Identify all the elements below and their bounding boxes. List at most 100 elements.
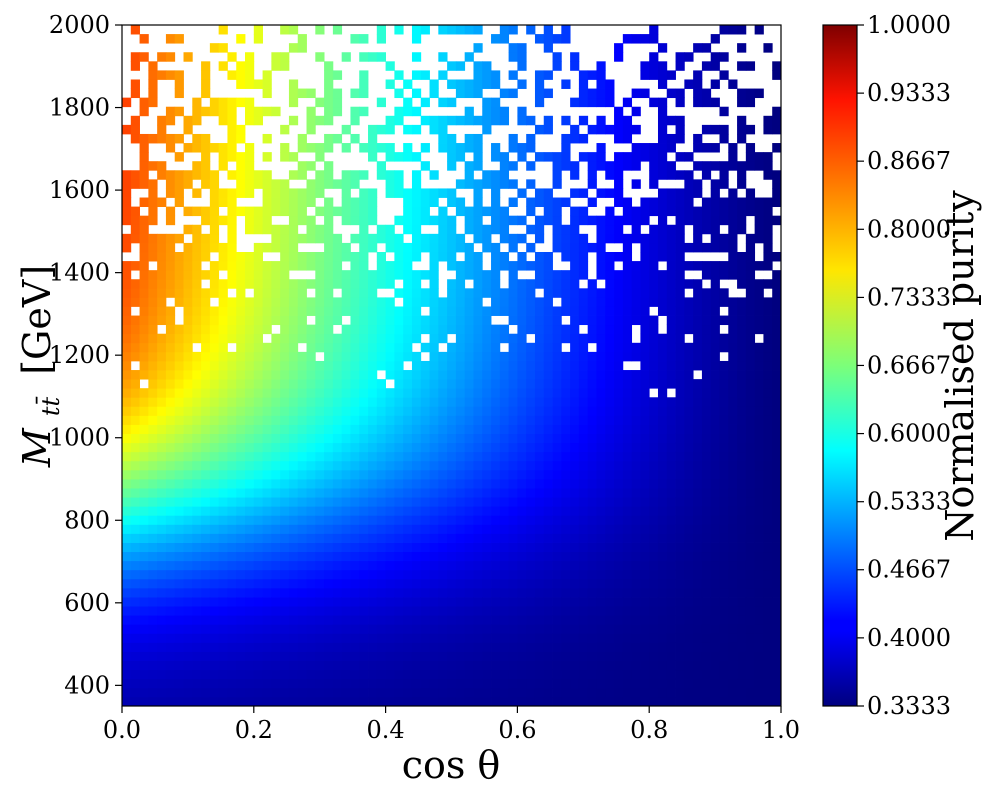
heatmap-cell: [587, 497, 597, 507]
heatmap-cell: [368, 152, 378, 162]
heatmap-cell: [684, 424, 694, 434]
heatmap-cell: [772, 252, 782, 262]
heatmap-cell: [447, 587, 457, 598]
heatmap-cell: [218, 370, 228, 380]
colorbar-ticks: 0.33330.40000.46670.53330.60000.66670.73…: [857, 11, 951, 720]
heatmap-cell: [543, 551, 553, 562]
heatmap-cell: [403, 606, 413, 616]
heatmap-cell: [763, 242, 773, 253]
heatmap-cell: [622, 397, 633, 407]
heatmap-cell: [526, 606, 536, 616]
heatmap-cell: [236, 351, 246, 362]
heatmap-cell: [473, 351, 483, 362]
heatmap-cell: [526, 687, 536, 698]
heatmap-cell: [218, 261, 228, 271]
heatmap-cell: [122, 324, 132, 335]
heatmap-cell: [701, 624, 712, 634]
heatmap-cell: [570, 161, 580, 171]
heatmap-cell: [403, 515, 413, 525]
heatmap-cell: [403, 215, 413, 226]
heatmap-cell: [429, 306, 439, 316]
heatmap-cell: [332, 242, 343, 253]
heatmap-cell: [614, 615, 624, 625]
heatmap-cell: [693, 551, 703, 562]
heatmap-cell: [526, 279, 536, 289]
heatmap-cell: [455, 88, 466, 99]
heatmap-cell: [209, 488, 220, 498]
heatmap-cell: [227, 669, 237, 680]
heatmap-cell: [253, 242, 263, 253]
heatmap-cell: [526, 633, 536, 643]
heatmap-cell: [271, 370, 281, 380]
heatmap-cell: [517, 61, 527, 71]
heatmap-cell: [359, 70, 369, 80]
heatmap-cell: [605, 660, 615, 671]
heatmap-cell: [614, 342, 624, 353]
heatmap-cell: [719, 660, 729, 671]
heatmap-cell: [280, 687, 290, 698]
heatmap-cell: [693, 88, 703, 99]
heatmap-cell: [245, 106, 255, 117]
heatmap-cell: [411, 242, 422, 253]
heatmap-cell: [157, 497, 167, 507]
heatmap-cell: [262, 297, 272, 307]
heatmap-cell: [596, 687, 606, 698]
heatmap-cell: [411, 270, 422, 280]
heatmap-cell: [438, 515, 448, 525]
heatmap-cell: [543, 469, 553, 480]
heatmap-cell: [236, 587, 246, 598]
heatmap-cell: [614, 415, 624, 425]
heatmap-cell: [464, 315, 474, 326]
heatmap-cell: [587, 433, 597, 444]
heatmap-cell: [745, 678, 756, 689]
heatmap-cell: [218, 279, 228, 289]
heatmap-cell: [429, 560, 439, 571]
heatmap-cell: [666, 115, 676, 126]
heatmap-cell: [447, 497, 457, 507]
heatmap-cell: [332, 306, 343, 316]
heatmap-cell: [596, 306, 606, 316]
heatmap-cell: [350, 288, 360, 298]
heatmap-cell: [139, 560, 149, 571]
heatmap-cell: [262, 669, 272, 680]
heatmap-cell: [499, 606, 510, 616]
heatmap-cell: [394, 597, 404, 607]
heatmap-cell: [245, 252, 255, 262]
heatmap-cell: [517, 451, 527, 462]
heatmap-cell: [324, 515, 334, 525]
heatmap-cell: [271, 624, 281, 634]
heatmap-cell: [675, 569, 685, 580]
heatmap-cell: [587, 597, 597, 607]
heatmap-cell: [280, 569, 290, 580]
heatmap-cell: [359, 406, 369, 416]
heatmap-cell: [201, 252, 211, 262]
heatmap-cell: [728, 542, 738, 553]
heatmap-cell: [420, 687, 430, 698]
heatmap-cell: [174, 342, 184, 353]
heatmap-cell: [280, 524, 290, 534]
heatmap-cell: [403, 197, 413, 207]
heatmap-cell: [508, 288, 518, 298]
heatmap-cell: [614, 388, 624, 398]
heatmap-cell: [763, 469, 773, 480]
heatmap-cell: [271, 515, 281, 525]
heatmap-cell: [455, 115, 466, 126]
heatmap-cell: [772, 270, 782, 280]
heatmap-cell: [693, 524, 703, 534]
heatmap-cell: [728, 597, 738, 607]
heatmap-cell: [745, 597, 756, 607]
heatmap-cell: [605, 569, 615, 580]
heatmap-cell: [157, 587, 167, 598]
heatmap-cell: [447, 197, 457, 207]
heatmap-cell: [332, 315, 343, 326]
heatmap-cell: [403, 624, 413, 634]
heatmap-cell: [482, 642, 492, 652]
heatmap-cell: [622, 578, 633, 589]
heatmap-cell: [280, 696, 290, 707]
heatmap-cell: [253, 569, 263, 580]
heatmap-cell: [236, 97, 246, 108]
heatmap-cell: [464, 479, 474, 489]
heatmap-cell: [201, 61, 211, 71]
heatmap-cell: [526, 288, 536, 298]
heatmap-cell: [728, 624, 738, 634]
